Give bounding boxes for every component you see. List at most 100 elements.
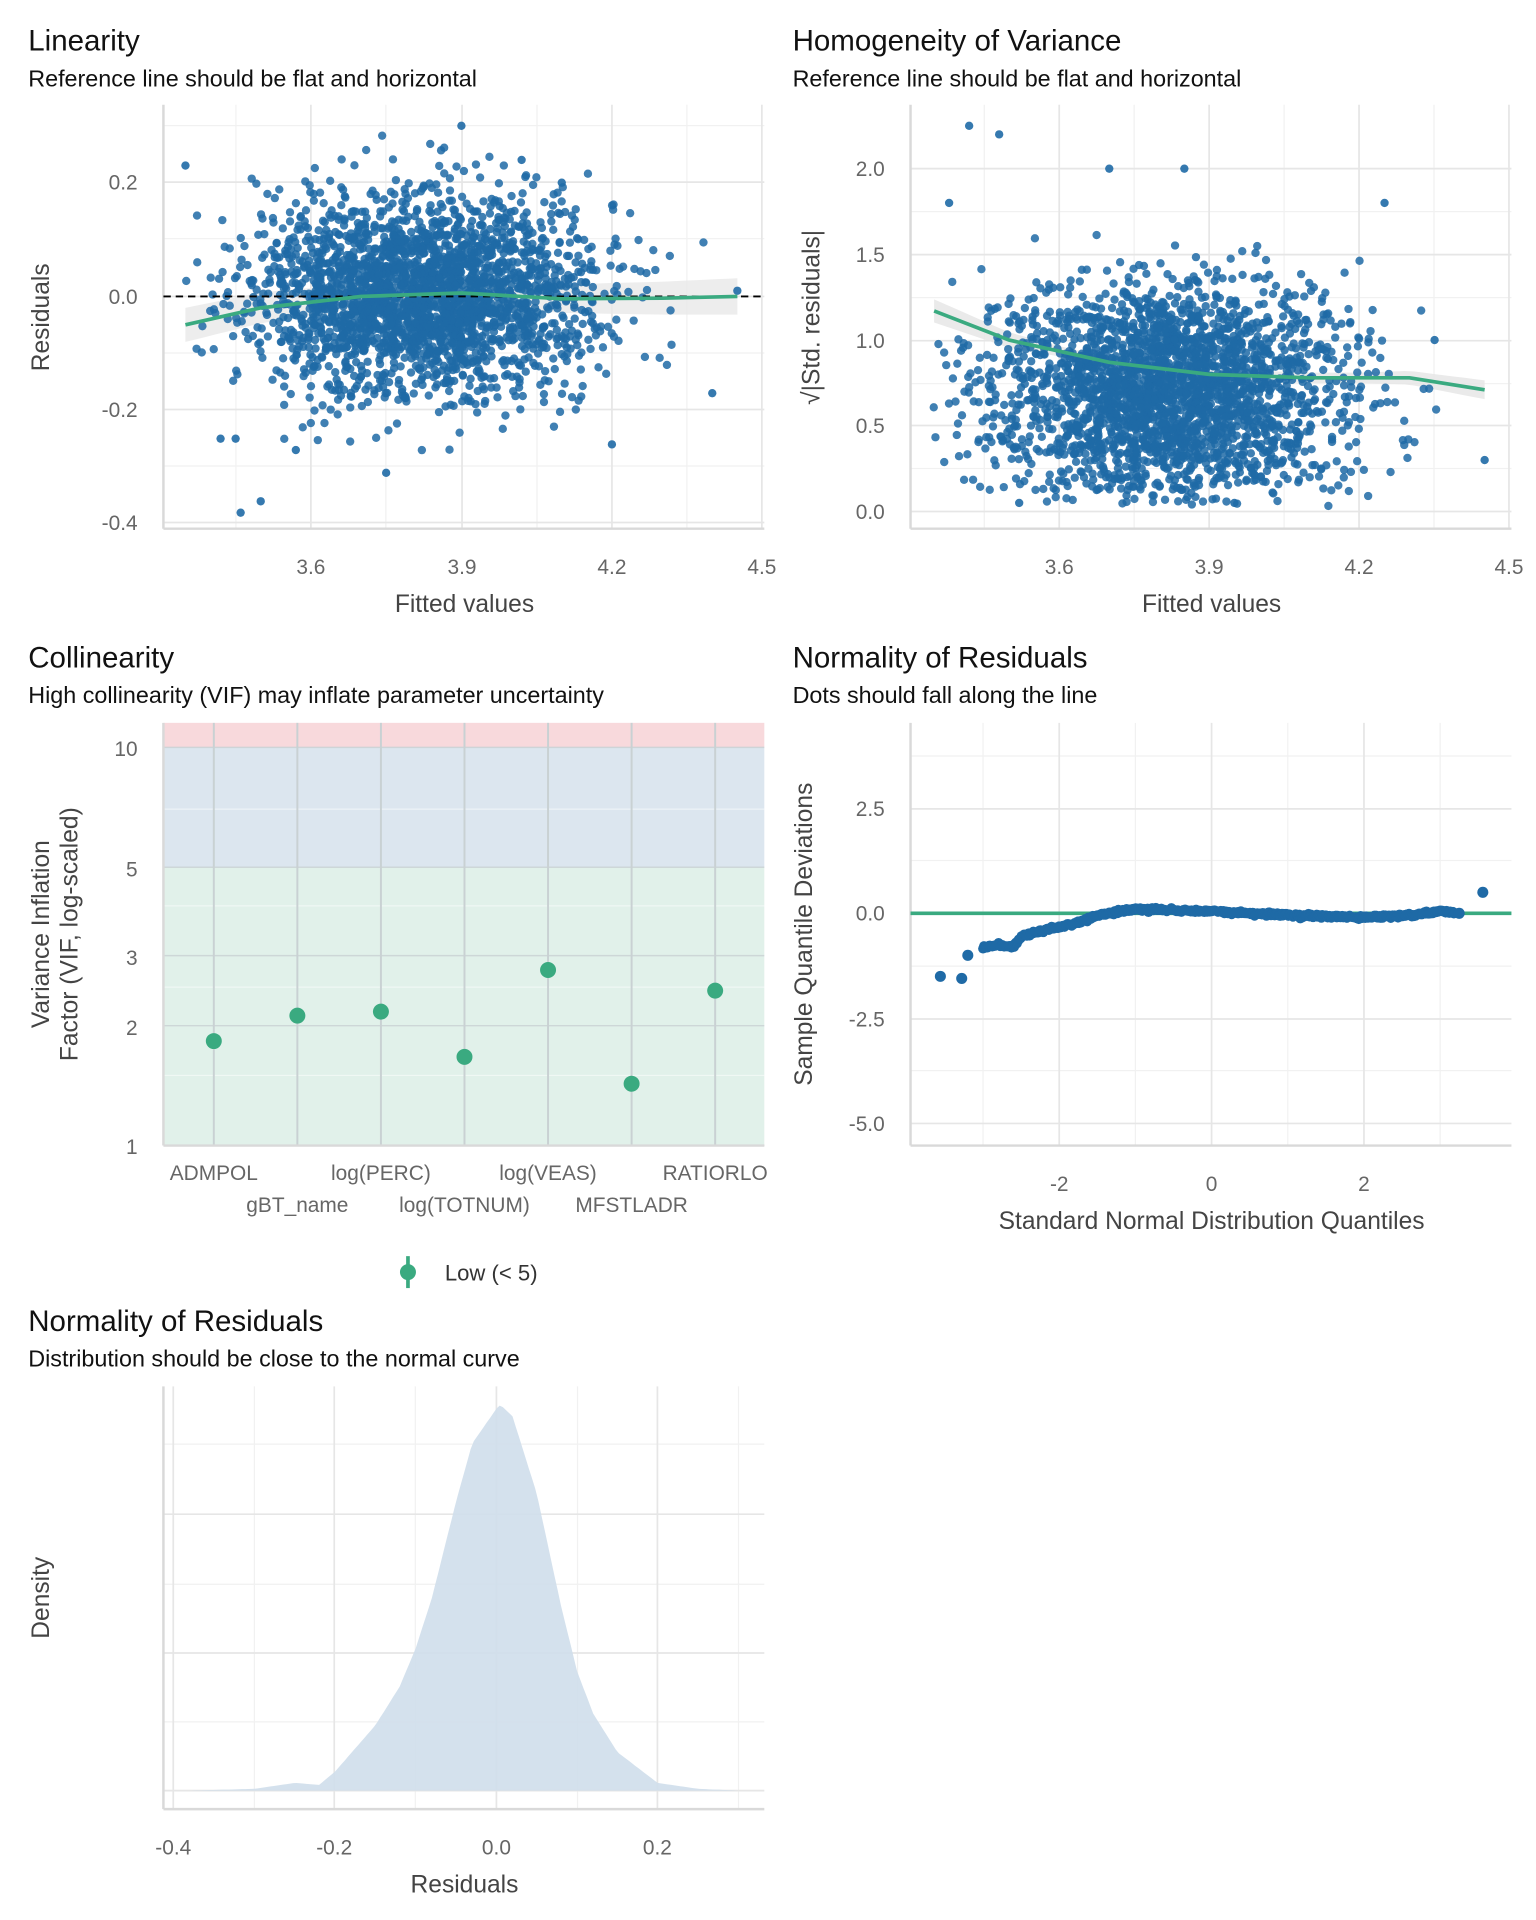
data-point bbox=[948, 277, 957, 287]
data-point bbox=[517, 155, 526, 165]
data-point bbox=[1078, 292, 1087, 302]
data-point bbox=[295, 282, 304, 291]
data-point bbox=[381, 468, 391, 477]
data-point bbox=[433, 188, 443, 197]
data-point bbox=[286, 337, 295, 346]
data-point bbox=[1014, 390, 1024, 399]
data-point bbox=[350, 235, 359, 244]
data-point bbox=[525, 318, 534, 327]
data-point bbox=[550, 364, 559, 374]
data-point bbox=[381, 389, 390, 398]
data-point bbox=[505, 215, 514, 224]
data-point bbox=[1101, 289, 1110, 299]
data-point bbox=[539, 389, 549, 399]
data-point bbox=[445, 174, 455, 183]
data-point bbox=[565, 238, 575, 247]
data-point bbox=[1347, 382, 1356, 392]
data-point bbox=[1369, 403, 1378, 412]
data-point bbox=[948, 374, 958, 383]
data-point bbox=[1072, 397, 1081, 406]
data-point bbox=[436, 199, 445, 209]
data-point bbox=[354, 228, 363, 237]
data-point bbox=[607, 440, 617, 449]
data-point bbox=[1198, 383, 1208, 392]
data-point bbox=[214, 274, 224, 283]
data-point bbox=[551, 265, 560, 274]
data-point bbox=[412, 239, 421, 248]
data-point bbox=[1147, 289, 1157, 298]
data-point bbox=[1142, 442, 1151, 451]
data-point bbox=[489, 373, 499, 383]
data-point bbox=[1250, 274, 1259, 283]
data-point bbox=[1110, 295, 1119, 304]
data-point bbox=[1145, 428, 1154, 437]
data-point bbox=[276, 337, 286, 347]
data-point bbox=[407, 227, 416, 237]
data-point bbox=[340, 192, 349, 201]
data-point bbox=[1087, 327, 1096, 337]
data-point bbox=[501, 411, 510, 420]
data-point bbox=[473, 386, 482, 396]
data-point bbox=[965, 383, 974, 392]
data-point bbox=[503, 356, 512, 365]
data-point bbox=[1266, 384, 1276, 393]
data-point bbox=[427, 183, 436, 193]
data-point bbox=[1139, 261, 1149, 271]
data-point bbox=[346, 252, 356, 262]
data-point bbox=[1249, 366, 1258, 375]
data-point bbox=[1277, 321, 1286, 331]
data-point bbox=[1025, 366, 1034, 375]
data-point bbox=[1183, 475, 1192, 484]
data-point bbox=[1072, 327, 1082, 336]
data-point bbox=[1364, 338, 1373, 347]
data-point bbox=[1144, 355, 1153, 364]
data-point bbox=[1050, 412, 1060, 421]
data-point bbox=[454, 293, 464, 303]
data-point bbox=[417, 355, 426, 365]
data-point bbox=[294, 221, 303, 230]
data-point bbox=[391, 350, 401, 359]
data-point bbox=[518, 274, 527, 283]
data-point bbox=[1172, 449, 1182, 459]
data-point bbox=[218, 267, 227, 277]
data-point bbox=[280, 371, 290, 380]
data-point bbox=[507, 270, 516, 280]
data-point bbox=[318, 216, 328, 226]
data-point bbox=[444, 302, 453, 311]
data-point bbox=[1042, 288, 1051, 297]
data-point bbox=[1064, 367, 1074, 376]
data-point bbox=[561, 328, 570, 337]
data-point bbox=[1064, 420, 1073, 429]
data-point bbox=[595, 327, 605, 336]
data-point bbox=[1151, 439, 1160, 449]
data-point bbox=[1153, 447, 1162, 456]
data-point bbox=[337, 201, 346, 210]
data-point bbox=[459, 166, 469, 176]
data-point bbox=[279, 291, 289, 300]
data-point bbox=[1155, 342, 1164, 351]
data-point bbox=[306, 316, 316, 325]
data-point bbox=[481, 278, 491, 287]
data-point bbox=[464, 277, 474, 286]
data-point bbox=[1345, 319, 1355, 328]
data-point bbox=[290, 310, 299, 319]
y-tick: -0.2 bbox=[102, 399, 138, 422]
data-point bbox=[315, 273, 324, 282]
data-point bbox=[573, 341, 582, 350]
data-point bbox=[408, 308, 418, 318]
data-point bbox=[478, 212, 487, 222]
data-point bbox=[1082, 265, 1092, 274]
data-point bbox=[496, 303, 505, 312]
data-point bbox=[305, 359, 314, 368]
data-point bbox=[289, 354, 298, 363]
data-point bbox=[466, 374, 475, 383]
data-point bbox=[465, 381, 474, 390]
data-point bbox=[708, 388, 717, 398]
y-tick: -0.4 bbox=[102, 512, 138, 535]
data-point bbox=[1376, 353, 1385, 363]
data-point bbox=[1168, 442, 1177, 451]
data-point bbox=[443, 253, 452, 263]
data-point bbox=[467, 237, 476, 246]
data-point bbox=[1277, 342, 1286, 351]
data-point bbox=[301, 222, 310, 231]
